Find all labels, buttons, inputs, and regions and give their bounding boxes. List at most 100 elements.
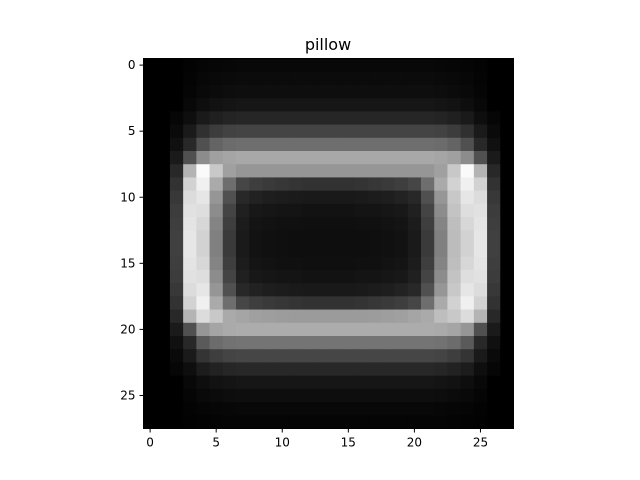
heatmap-cell [236,309,250,324]
heatmap-cell [262,71,277,86]
x-tick-label: 20 [407,436,422,450]
heatmap-cell [354,415,369,429]
heatmap-cell [381,190,395,205]
heatmap-cell [315,124,329,139]
heatmap-cell [473,336,488,350]
heatmap-cell [183,58,197,73]
heatmap-cell [487,164,501,178]
heatmap-cell [222,243,237,258]
heatmap-cell [394,164,409,178]
heatmap-cell [421,296,435,310]
heatmap-cell [328,256,343,271]
heatmap-cell [156,296,171,310]
heatmap-cell [341,98,356,112]
heatmap-cell [288,217,303,231]
heatmap-cell [341,151,356,165]
heatmap-cell [487,190,501,205]
heatmap-cell [288,84,303,99]
heatmap-cell [354,98,369,112]
heatmap-cell [288,362,303,377]
heatmap-cell [275,203,290,218]
heatmap-cell [156,58,171,73]
heatmap-cell [368,58,382,73]
heatmap-cell [169,362,184,377]
x-tick-label: 15 [341,436,356,450]
heatmap-cell [262,375,277,390]
heatmap-cell [183,296,197,310]
heatmap-cell [341,203,356,218]
heatmap-cell [302,415,316,429]
heatmap-cell [473,217,488,231]
heatmap-cell [328,283,343,297]
heatmap-cell [500,98,514,112]
heatmap-cell [381,296,395,310]
heatmap-cell [487,151,501,165]
heatmap-cell [222,164,237,178]
axes-frame [143,58,514,429]
heatmap-cell [328,375,343,390]
heatmap-cell [381,336,395,350]
x-tick-label: 25 [473,436,488,450]
heatmap-cell [354,177,369,192]
heatmap-cell [500,58,514,73]
heatmap-cell [209,124,224,139]
heatmap-cell [341,349,356,363]
heatmap-cell [143,124,158,139]
heatmap-cell [236,98,250,112]
heatmap-cell [447,269,462,284]
heatmap-cell [196,375,210,390]
heatmap-cell [183,388,197,403]
heatmap-cell [275,269,290,284]
heatmap-cell [394,98,409,112]
heatmap-cell [262,415,277,429]
heatmap-cell [262,256,277,271]
heatmap-cell [156,375,171,390]
heatmap-cell [209,375,224,390]
heatmap-cell [328,58,343,73]
heatmap-cell [473,388,488,403]
heatmap-cell [394,71,409,86]
y-tick-label: 0 [128,58,136,72]
heatmap-cell [434,203,448,218]
heatmap-cell [328,243,343,258]
heatmap-cell [222,415,237,429]
heatmap-cell [302,98,316,112]
heatmap-cell [460,269,475,284]
heatmap-cell [156,137,171,152]
heatmap-cell [302,256,316,271]
heatmap-cell [143,322,158,337]
heatmap-cell [236,71,250,86]
heatmap-cell [169,349,184,363]
heatmap-cell [183,322,197,337]
heatmap-cell [328,111,343,125]
heatmap-cell [156,388,171,403]
heatmap-cell [447,217,462,231]
heatmap-cell [222,151,237,165]
heatmap-cell [249,58,263,73]
heatmap-cell [394,283,409,297]
heatmap-cell [315,58,329,73]
heatmap-cell [302,402,316,416]
heatmap-cell [460,124,475,139]
heatmap-cell [487,243,501,258]
heatmap-cell [421,336,435,350]
heatmap-cell [500,84,514,99]
heatmap-cell [434,177,448,192]
heatmap-cell [262,402,277,416]
heatmap-cell [209,71,224,86]
heatmap-cell [169,71,184,86]
heatmap-cell [143,137,158,152]
heatmap-cell [394,243,409,258]
heatmap-cell [209,217,224,231]
heatmap-cell [315,217,329,231]
heatmap-cell [302,71,316,86]
heatmap-cell [421,217,435,231]
heatmap-cell [473,256,488,271]
heatmap-cell [236,362,250,377]
heatmap-cell [368,124,382,139]
heatmap-cell [354,164,369,178]
heatmap-cell [394,375,409,390]
heatmap-cell [143,151,158,165]
heatmap-cell [275,402,290,416]
heatmap-cell [315,98,329,112]
